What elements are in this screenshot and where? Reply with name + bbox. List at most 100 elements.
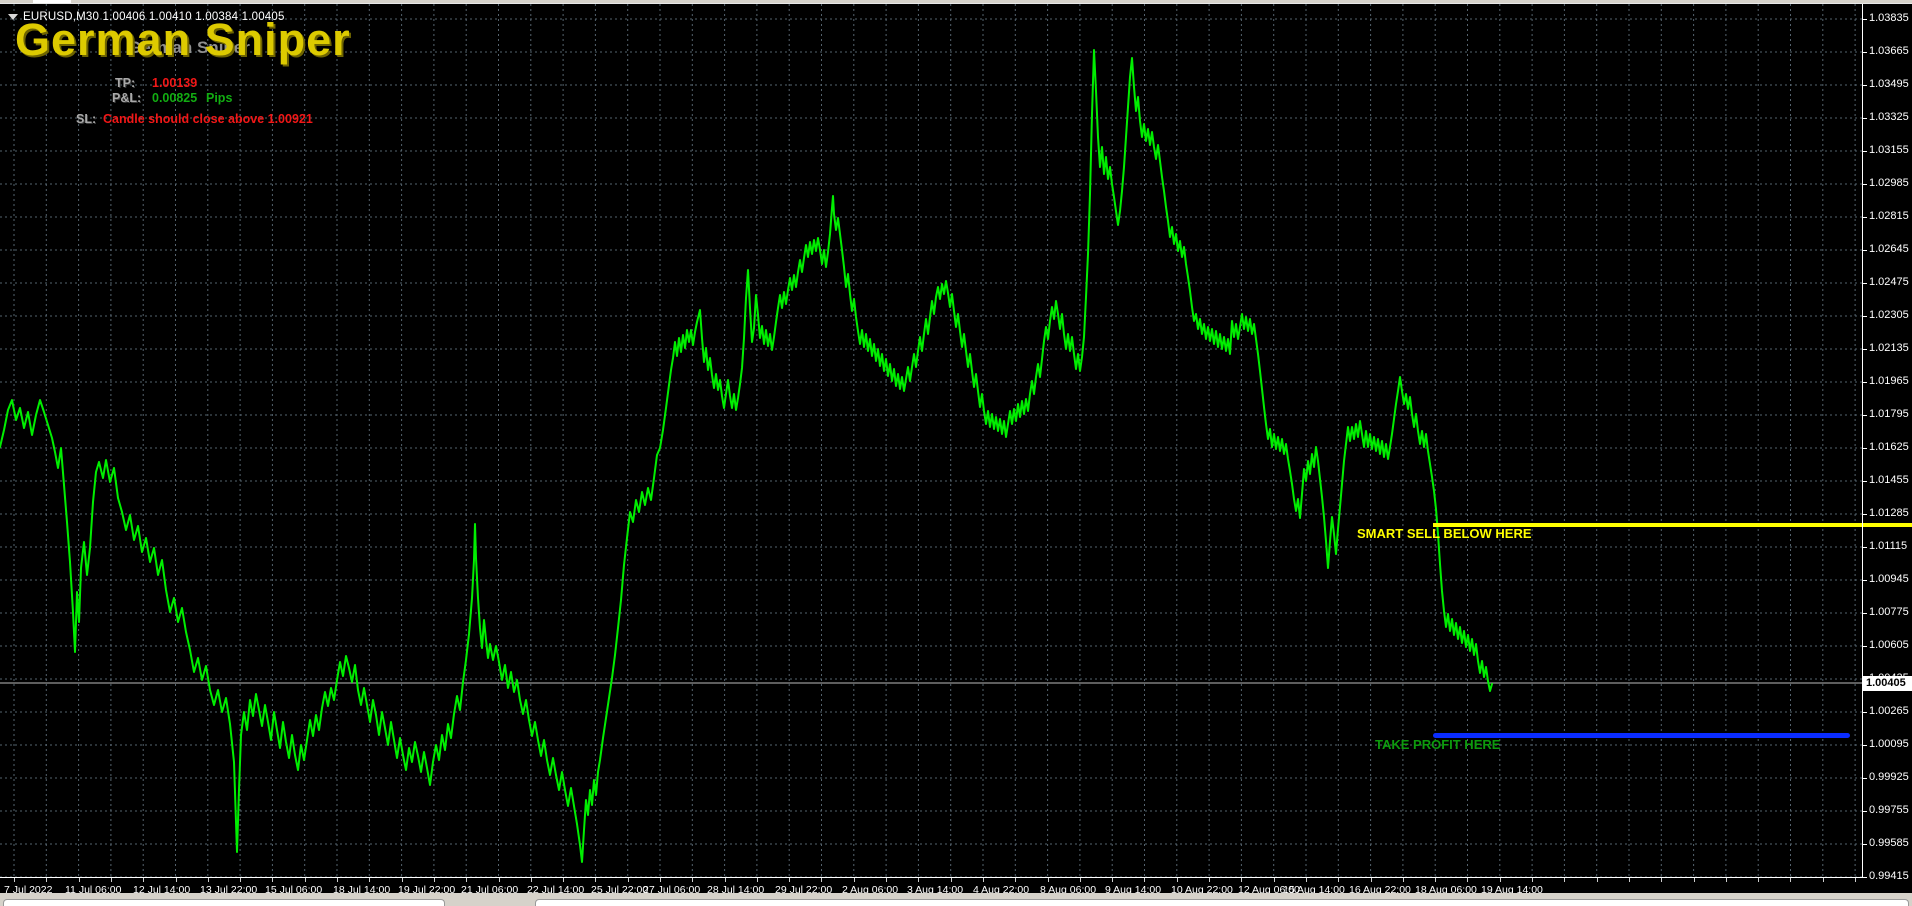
pl-value: 0.00825	[152, 91, 198, 105]
pl-label: P&L:	[112, 91, 142, 105]
time-tick	[14, 878, 15, 882]
chevron-down-icon[interactable]	[8, 14, 18, 20]
time-tick	[1532, 878, 1533, 882]
price-axis-label: 1.03495	[1869, 78, 1909, 90]
symbol-info-bar[interactable]: EURUSD,M30 1.00406 1.00410 1.00384 1.004…	[8, 11, 285, 23]
pl-unit: Pips	[206, 91, 233, 105]
time-tick	[757, 878, 758, 882]
time-tick	[1629, 878, 1630, 882]
price-axis-label: 1.01965	[1869, 375, 1909, 387]
price-tick	[1862, 877, 1867, 878]
take-profit-line[interactable]	[1433, 733, 1850, 738]
time-tick	[854, 878, 855, 882]
price-axis-label: 1.01625	[1869, 441, 1909, 453]
price-axis-label: 1.00605	[1869, 639, 1909, 651]
price-tick	[1862, 382, 1867, 383]
time-tick	[1564, 878, 1565, 882]
price-tick	[1862, 151, 1867, 152]
take-profit-label: TAKE PROFIT HERE	[1375, 737, 1501, 752]
price-tick	[1862, 646, 1867, 647]
time-tick	[272, 878, 273, 882]
time-tick	[725, 878, 726, 882]
bottom-panel-bar-right[interactable]	[535, 899, 1909, 906]
price-axis-label: 1.00265	[1869, 705, 1909, 717]
price-axis-label: 1.02815	[1869, 210, 1909, 222]
price-axis-label: 1.02135	[1869, 342, 1909, 354]
window-top-edge	[0, 0, 1912, 3]
time-tick	[1694, 878, 1695, 882]
price-axis-label: 0.99585	[1869, 837, 1909, 849]
time-tick	[563, 878, 564, 882]
time-tick	[337, 878, 338, 882]
tp-label: TP:	[115, 76, 136, 90]
price-axis-label: 1.03665	[1869, 45, 1909, 57]
price-tick	[1862, 481, 1867, 482]
time-tick	[1080, 878, 1081, 882]
price-tick	[1862, 217, 1867, 218]
price-axis-label: 0.99755	[1869, 804, 1909, 816]
price-axis-label: 1.02645	[1869, 243, 1909, 255]
time-tick	[466, 878, 467, 882]
price-axis-label: 1.03835	[1869, 12, 1909, 24]
time-tick	[531, 878, 532, 882]
time-tick	[369, 878, 370, 882]
price-axis-label: 0.99415	[1869, 870, 1909, 882]
price-line-series	[0, 49, 1493, 863]
time-tick	[1823, 878, 1824, 882]
price-tick	[1862, 745, 1867, 746]
time-tick	[595, 878, 596, 882]
price-axis-label: 1.00945	[1869, 573, 1909, 585]
chart-top-border	[0, 3, 1912, 4]
price-tick	[1862, 250, 1867, 251]
price-tick	[1862, 778, 1867, 779]
time-tick	[305, 878, 306, 882]
tp-value: 1.00139	[152, 76, 198, 90]
bottom-panel-bar-left[interactable]	[3, 899, 445, 906]
symbol-ohlc-text: EURUSD,M30 1.00406 1.00410 1.00384 1.004…	[23, 11, 285, 23]
time-tick	[1435, 878, 1436, 882]
price-tick	[1862, 184, 1867, 185]
sl-value: Candle should close above 1.00921	[103, 112, 313, 126]
price-axis-label: 1.01115	[1869, 540, 1908, 552]
time-tick	[660, 878, 661, 882]
time-tick	[1855, 878, 1856, 882]
time-tick	[1177, 878, 1178, 882]
price-axis-label: 1.02475	[1869, 276, 1909, 288]
sl-label: SL:	[76, 112, 97, 126]
time-tick	[821, 878, 822, 882]
price-tick	[1862, 580, 1867, 581]
price-tick	[1862, 316, 1867, 317]
time-tick	[1467, 878, 1468, 882]
time-tick	[143, 878, 144, 882]
smart-sell-label: SMART SELL BELOW HERE	[1357, 526, 1532, 541]
time-tick	[1274, 878, 1275, 882]
price-tick	[1862, 712, 1867, 713]
price-tick	[1862, 844, 1867, 845]
smart-sell-line[interactable]	[1433, 523, 1912, 527]
time-tick	[176, 878, 177, 882]
time-tick	[46, 878, 47, 882]
price-tick	[1862, 547, 1867, 548]
time-tick	[111, 878, 112, 882]
price-tick	[1862, 514, 1867, 515]
time-tick	[434, 878, 435, 882]
time-tick	[1144, 878, 1145, 882]
time-tick	[1790, 878, 1791, 882]
price-axis-label: 1.01795	[1869, 408, 1909, 420]
price-tick	[1862, 85, 1867, 86]
time-tick	[1338, 878, 1339, 882]
chart-bottom-border	[0, 877, 1862, 878]
time-tick	[1048, 878, 1049, 882]
time-tick	[983, 878, 984, 882]
time-tick	[499, 878, 500, 882]
price-tick	[1862, 52, 1867, 53]
time-tick	[1758, 878, 1759, 882]
time-tick	[1209, 878, 1210, 882]
time-tick	[692, 878, 693, 882]
time-tick	[918, 878, 919, 882]
time-tick	[789, 878, 790, 882]
price-axis-label: 1.02305	[1869, 309, 1909, 321]
time-tick	[1112, 878, 1113, 882]
time-tick	[628, 878, 629, 882]
